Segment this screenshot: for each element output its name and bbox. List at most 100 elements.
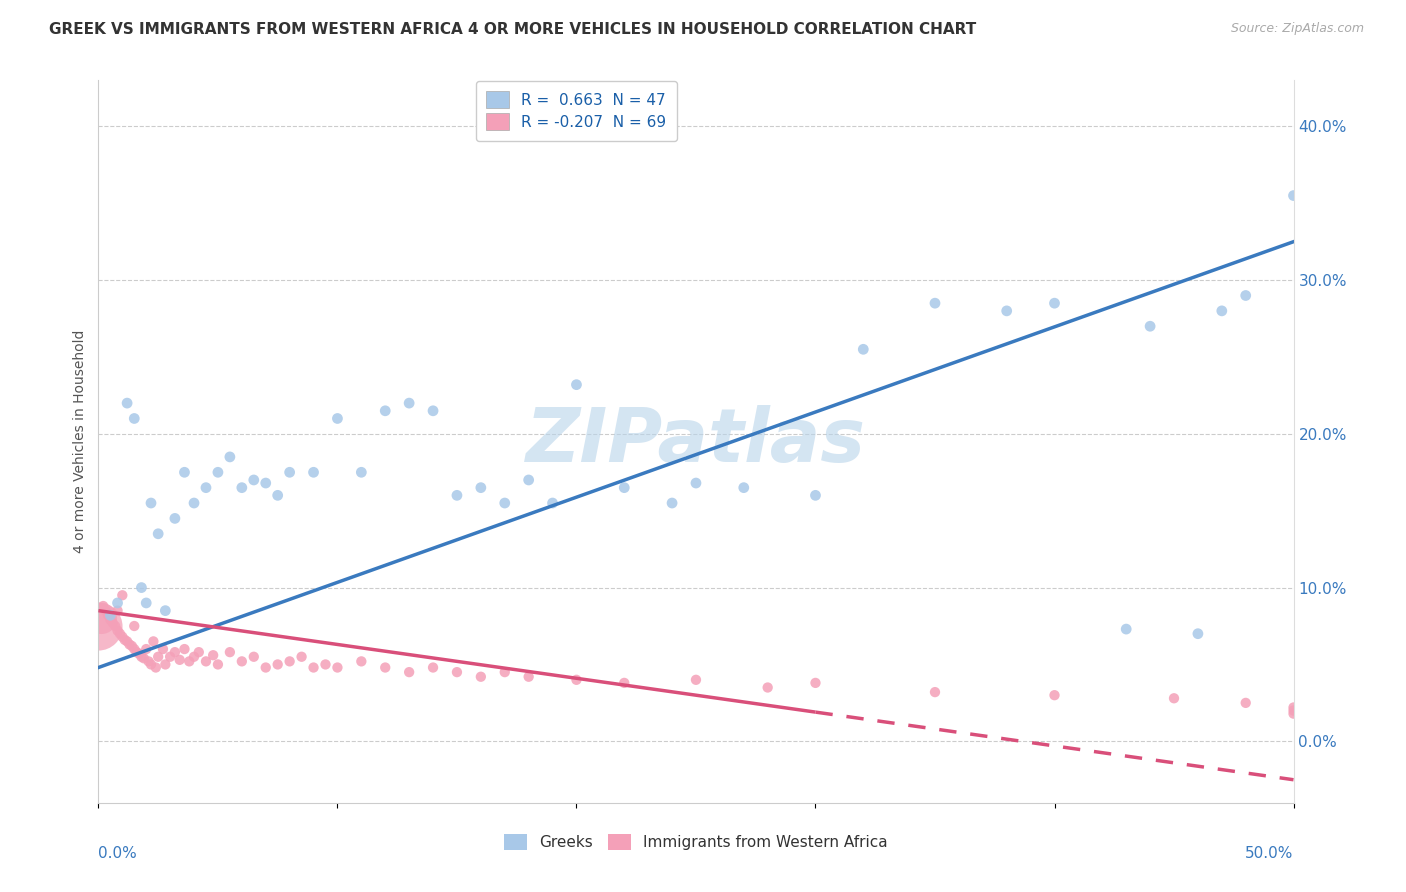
Point [91, 599, 114, 613]
Point [90, 611, 112, 625]
Point [97, 608, 120, 623]
Point [107, 624, 129, 638]
Point [924, 685, 946, 699]
Point [278, 654, 301, 668]
Point [1282, 188, 1305, 202]
Point [124, 411, 146, 425]
Point [104, 619, 127, 633]
Point [101, 615, 124, 630]
Point [398, 396, 420, 410]
Point [267, 657, 290, 672]
Point [1043, 296, 1066, 310]
Point [1163, 691, 1185, 706]
Point [291, 649, 314, 664]
Point [350, 654, 373, 668]
Point [1234, 288, 1257, 302]
Point [804, 676, 827, 690]
Point [94, 604, 117, 618]
Point [494, 496, 516, 510]
Point [87, 619, 110, 633]
Point [374, 660, 396, 674]
Point [302, 660, 325, 674]
Point [1282, 706, 1305, 721]
Point [173, 465, 195, 479]
Point [135, 642, 157, 657]
Point [183, 496, 205, 510]
Point [195, 481, 218, 495]
Point [302, 465, 325, 479]
Point [173, 642, 195, 657]
Text: 50.0%: 50.0% [1246, 847, 1294, 861]
Point [107, 604, 129, 618]
Point [517, 473, 540, 487]
Point [733, 481, 755, 495]
Text: GREEK VS IMMIGRANTS FROM WESTERN AFRICA 4 OR MORE VEHICLES IN HOUSEHOLD CORRELAT: GREEK VS IMMIGRANTS FROM WESTERN AFRICA … [49, 22, 976, 37]
Point [613, 481, 636, 495]
Point [121, 639, 143, 653]
Point [254, 660, 277, 674]
Point [207, 657, 229, 672]
Point [1115, 622, 1137, 636]
Point [131, 581, 153, 595]
Point [398, 665, 420, 680]
Point [565, 673, 588, 687]
Point [131, 649, 153, 664]
Point [128, 647, 150, 661]
Point [267, 488, 290, 502]
Point [152, 642, 174, 657]
Point [1187, 626, 1209, 640]
Point [661, 496, 683, 510]
Point [163, 645, 186, 659]
Point [446, 665, 468, 680]
Point [155, 604, 177, 618]
Point [1043, 688, 1066, 702]
Point [852, 343, 875, 357]
Point [187, 645, 209, 659]
Y-axis label: 4 or more Vehicles in Household: 4 or more Vehicles in Household [73, 330, 87, 553]
Point [446, 488, 468, 502]
Point [613, 676, 636, 690]
Point [179, 654, 201, 668]
Point [98, 613, 122, 627]
Point [254, 476, 277, 491]
Point [243, 473, 266, 487]
Point [517, 670, 540, 684]
Point [219, 450, 242, 464]
Point [145, 660, 167, 674]
Point [350, 465, 373, 479]
Point [326, 411, 349, 425]
Point [111, 630, 134, 644]
Point [231, 481, 253, 495]
Point [111, 588, 134, 602]
Point [804, 488, 827, 502]
Text: 0.0%: 0.0% [98, 847, 138, 861]
Point [138, 654, 160, 668]
Point [1282, 700, 1305, 714]
Point [219, 645, 242, 659]
Legend: Greeks, Immigrants from Western Africa: Greeks, Immigrants from Western Africa [498, 828, 894, 856]
Point [202, 648, 225, 663]
Point [139, 657, 162, 672]
Point [315, 657, 337, 672]
Point [135, 596, 157, 610]
Point [114, 632, 136, 647]
Point [115, 634, 138, 648]
Point [148, 649, 170, 664]
Point [326, 660, 349, 674]
Point [195, 654, 218, 668]
Point [231, 654, 253, 668]
Point [685, 673, 707, 687]
Point [124, 619, 146, 633]
Point [1139, 319, 1161, 334]
Point [148, 526, 170, 541]
Point [685, 476, 707, 491]
Point [207, 465, 229, 479]
Text: Source: ZipAtlas.com: Source: ZipAtlas.com [1230, 22, 1364, 36]
Point [565, 377, 588, 392]
Point [470, 670, 492, 684]
Point [756, 681, 779, 695]
Point [422, 660, 444, 674]
Point [125, 645, 148, 659]
Point [124, 642, 146, 657]
Point [183, 649, 205, 664]
